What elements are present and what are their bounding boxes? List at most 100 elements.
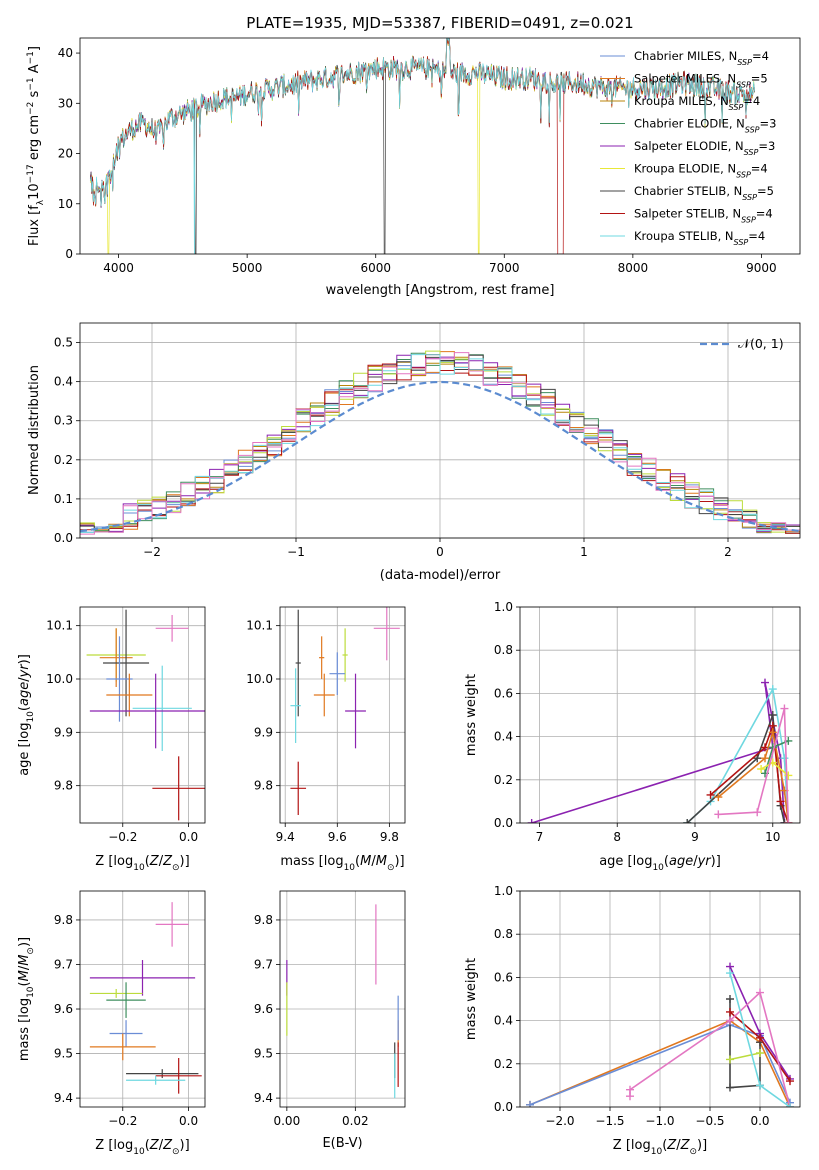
weight-marker [726,995,734,1003]
label-part: Z [ [95,854,113,869]
label-part: 10 [651,1147,663,1157]
y-tick-label: 9.5 [254,1047,273,1061]
x-tick-label: 9.8 [380,830,399,844]
weight-marker [768,685,777,694]
label-part: M [17,970,32,981]
x-tick-label: 9.6 [328,830,347,844]
x-tick-label: 7 [536,830,544,844]
legend-label: Chabrier ELODIE, NSSP=3 [634,117,776,135]
y-tick-label: 0.4 [54,375,73,389]
plot-area-residuals [80,350,800,535]
y-axis-label: Flux [fλ10−17 erg cm−2 s−1 A−1] [26,46,46,246]
legend-label-sub: SSP [744,148,759,157]
x-axis-label: E(B-V) [322,1136,362,1151]
y-tick-label: 0.1 [54,492,73,506]
legend-label: Kroupa MILES, NSSP=4 [634,94,760,112]
y-tick-label: 9.7 [54,957,73,971]
x-tick-label: −0.2 [108,1114,137,1128]
plot-area-weight-vs-age [527,678,793,823]
weight-marker [683,819,692,823]
legend-label-sub: SSP [745,125,760,134]
label-part: Z [162,854,173,869]
y-tick-label: 9.9 [54,725,73,739]
plot-area-weight-vs-z [526,962,794,1107]
x-tick-label: 2 [724,545,732,559]
x-axis-label: Z [log10(Z/Z⊙)] [95,854,189,873]
axes-mass-vs-ebv: 0.00 0.02 9.4 9.5 9.6 9.7 9.8 E(B-V) [254,890,406,1151]
label-part: ( [17,981,32,986]
label-part: ⊙ [387,863,395,873]
y-axis-label: age [log10(age/yr)] [17,654,36,776]
label-part: age [17,682,32,706]
legend-label-sub: SSP [734,238,749,247]
label-part: Flux [f [27,205,42,246]
y-tick-label: 0.4 [494,1014,513,1028]
weight-marker [714,793,723,802]
y-tick-label: 40 [58,46,73,60]
normal-curve [80,380,800,533]
label-part: 10 [344,863,356,873]
label-part: −17 [26,164,36,183]
label-part: 10 [26,711,36,723]
legend-label: Kroupa STELIB, NSSP=4 [634,229,765,247]
y-tick-label: 9.7 [254,957,273,971]
weight-marker [776,797,785,806]
weight-marker [780,819,789,823]
legend-label-sub: SSP [736,80,751,89]
legend-label-part: Salpeter STELIB, N [634,207,741,221]
y-tick-label: 9.8 [254,913,273,927]
legend-label-part: Chabrier ELODIE, N [634,117,745,131]
weight-marker [726,969,734,978]
plot-area-age-vs-mass [290,607,400,815]
histogram-step [80,354,800,533]
y-tick-label: 0.6 [494,970,513,984]
y-tick-label: 10 [58,197,73,211]
label-part: mass [ [17,1018,32,1061]
label-part: 10 [133,863,145,873]
x-tick-label: −1.5 [595,1114,624,1128]
label-part: 10 [652,863,664,873]
weight-line [729,999,761,1089]
y-tick-label: 0.2 [494,773,513,787]
legend-label-part: =5 [757,184,774,198]
x-tick-label: 9 [691,830,699,844]
label-part: ] [27,46,42,51]
weight-marker [761,754,769,763]
label-part: Z [162,1138,173,1153]
label-part: ( [664,854,669,869]
y-tick-label: 9.6 [54,1002,73,1016]
x-tick-label: −2.0 [545,1114,574,1128]
legend-label: Chabrier STELIB, NSSP=5 [634,184,774,202]
legend-label-part: Chabrier STELIB, N [634,184,742,198]
axes-frame [79,322,801,539]
weight-marker [726,1007,734,1016]
weight-marker [780,754,789,763]
weight-marker [784,819,793,823]
label-part: ⊙ [689,1147,697,1157]
weight-marker [786,1077,794,1086]
weight-marker [784,771,793,780]
label-part: )] [711,854,721,869]
legend-label-part: Kroupa MILES, N [634,94,729,108]
y-tick-label: 20 [58,147,73,161]
legend-label-part: Chabrier MILES, N [634,49,737,63]
y-axis-label: mass weight [464,958,479,1040]
label-part: / [17,965,32,970]
plot-area-mass-vs-z [89,902,202,1094]
weight-marker [726,1016,734,1025]
weight-marker [527,819,536,823]
x-tick-label: 10 [765,830,780,844]
y-tick-label: 30 [58,96,73,110]
legend-label: Chabrier MILES, NSSP=4 [634,49,769,67]
axes-frame [279,890,406,1108]
axes-spectrum: 4000 5000 6000 7000 8000 9000 0 10 20 30 40 Chabrie… [26,37,801,298]
label-part: )] [17,654,32,664]
label-part: log [113,1138,133,1153]
y-tick-label: 0.0 [494,816,513,830]
label-part: log [17,723,32,743]
y-axis-label: mass [log10(M/M⊙)] [17,937,36,1061]
label-part: Z [680,1138,691,1153]
weight-marker [753,808,762,817]
y-tick-label: 1.0 [494,600,513,614]
